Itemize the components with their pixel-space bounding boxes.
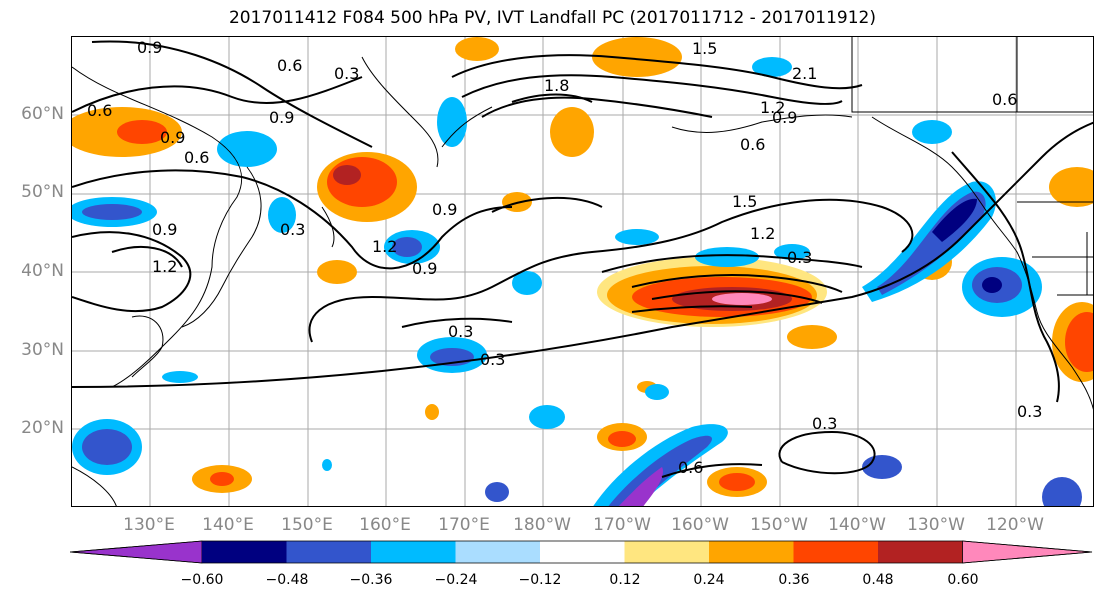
contour-label: 0.3 (787, 248, 812, 267)
coastlines (72, 37, 1093, 506)
lon-label-170w: 170°W (593, 515, 651, 535)
contour-label: 0.6 (740, 135, 765, 154)
contour-label: 0.3 (448, 322, 473, 341)
lat-label-40n: 40°N (21, 261, 64, 281)
colorbar-extend-low (70, 540, 203, 564)
lat-label-20n: 20°N (21, 418, 64, 438)
lon-label-130e: 130°E (123, 515, 175, 535)
contour-label: 0.9 (412, 259, 437, 278)
colorbar (70, 540, 1093, 564)
colorbar-tick: −0.36 (349, 572, 393, 588)
lon-label-140w: 140°W (828, 515, 886, 535)
contour-label: 0.9 (772, 108, 797, 127)
colorbar-tick: −0.12 (518, 572, 562, 588)
contour-label: 0.3 (480, 350, 505, 369)
contour-label: 0.3 (280, 220, 305, 239)
lon-label-170e: 170°E (438, 515, 490, 535)
colorbar-tick: 0.48 (862, 572, 894, 588)
contour-label: 1.2 (372, 237, 397, 256)
lat-label-60n: 60°N (21, 104, 64, 124)
contour-label-group: 0.9 0.6 0.3 1.8 2.1 1.5 1.2 0.9 0.6 0.6 … (87, 38, 1042, 477)
colorbar-segment (709, 541, 794, 563)
lon-label-130w: 130°W (907, 515, 965, 535)
lon-label-150e: 150°E (281, 515, 333, 535)
shaded-field (72, 37, 1093, 506)
contour-label: 1.5 (692, 39, 717, 58)
contour-label: 1.2 (750, 224, 775, 243)
lat-label-50n: 50°N (21, 182, 64, 202)
contour-label: 0.6 (277, 56, 302, 75)
contour-label: 1.8 (544, 76, 569, 95)
lon-label-120w: 120°W (986, 515, 1044, 535)
colorbar-segment (455, 541, 541, 563)
colorbar-segment (202, 541, 287, 563)
colorbar-tick: 0.36 (778, 572, 810, 588)
contour-label: 1.2 (760, 98, 785, 117)
contour-label: 0.3 (812, 414, 837, 433)
contour-label: 1.5 (732, 192, 757, 211)
contour-label: 2.1 (792, 64, 817, 83)
colorbar-segment (878, 541, 963, 563)
map-panel: 0.9 0.6 0.3 1.8 2.1 1.5 1.2 0.9 0.6 0.6 … (71, 36, 1094, 507)
colorbar-tick: 0.24 (693, 572, 725, 588)
colorbar-tick: −0.48 (265, 572, 309, 588)
colorbar-tick: −0.60 (180, 572, 224, 588)
colorbar-segment (286, 541, 372, 563)
contour-label: 1.2 (152, 257, 177, 276)
contour-label: 0.6 (87, 101, 112, 120)
colorbar-tick: 0.60 (947, 572, 979, 588)
contour-lines (72, 40, 1093, 478)
contour-label: 0.6 (678, 458, 703, 477)
lon-label-140e: 140°E (202, 515, 254, 535)
contour-label: 0.9 (137, 38, 162, 57)
contour-label: 0.9 (432, 200, 457, 219)
colorbar-segment (624, 541, 710, 563)
lon-label-160w: 160°W (671, 515, 729, 535)
contour-label: 0.9 (269, 108, 294, 127)
colorbar-tick: 0.12 (609, 572, 641, 588)
lat-label-30n: 30°N (21, 340, 64, 360)
colorbar-segment (540, 541, 625, 563)
map-canvas: 0.9 0.6 0.3 1.8 2.1 1.5 1.2 0.9 0.6 0.6 … (72, 37, 1093, 506)
colorbar-extend-high (962, 540, 1093, 564)
colorbar-segments (70, 540, 1093, 564)
lon-label-160e: 160°E (359, 515, 411, 535)
colorbar-segment (793, 541, 879, 563)
lon-label-150w: 150°W (750, 515, 808, 535)
contour-label: 0.6 (184, 148, 209, 167)
colorbar-segment (371, 541, 456, 563)
contour-label: 0.9 (152, 220, 177, 239)
lon-label-180w: 180°W (513, 515, 571, 535)
map-title: 2017011412 F084 500 hPa PV, IVT Landfall… (228, 8, 876, 28)
contour-label: 0.3 (334, 64, 359, 83)
contour-label: 0.6 (992, 90, 1017, 109)
contour-label: 0.3 (1017, 402, 1042, 421)
colorbar-outline (70, 540, 1093, 564)
colorbar-tick: −0.24 (434, 572, 478, 588)
contour-label: 0.9 (160, 128, 185, 147)
